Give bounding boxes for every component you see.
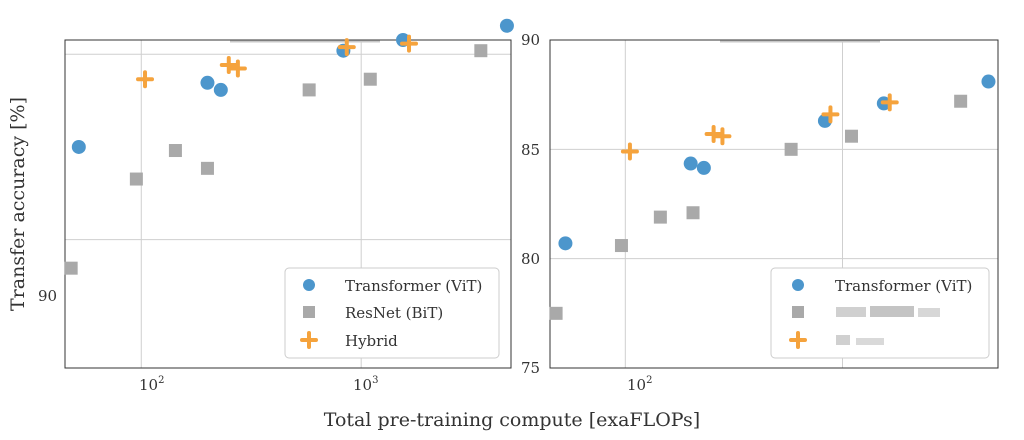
right-point-plus-4	[880, 93, 899, 112]
right-legend-blurred-label-hybrid	[836, 335, 884, 345]
left-point-plus-3	[337, 38, 356, 57]
x-axis-label: Total pre-training compute [exaFLOPs]	[324, 409, 700, 431]
right-point-circle-2	[696, 160, 711, 175]
right-legend-blurred-label-bit	[836, 306, 940, 317]
left-point-square-3	[200, 161, 214, 175]
legend-label-hybrid: Hybrid	[345, 332, 398, 350]
left-point-plus-4	[400, 34, 419, 53]
left-point-square-5	[363, 72, 377, 86]
right-point-square-6	[954, 94, 968, 108]
left-plot-marks	[64, 18, 514, 275]
right-legend-marker-bit	[792, 306, 804, 318]
legend-marker-hybrid	[300, 331, 318, 349]
left-point-circle-5	[499, 18, 514, 33]
left-point-square-0	[64, 261, 78, 275]
left-legend: Transformer (ViT) ResNet (BiT) Hybrid	[284, 267, 500, 359]
right-point-circle-1	[683, 156, 698, 171]
left-ytick-90: 90	[38, 287, 57, 305]
right-point-square-3	[686, 206, 700, 220]
right-point-square-0	[549, 306, 563, 320]
right-point-circle-3	[817, 113, 832, 128]
right-legend: Transformer (ViT)	[770, 267, 990, 359]
right-plot-frame	[549, 39, 999, 369]
left-point-plus-2	[228, 59, 247, 78]
right-point-square-1	[614, 239, 628, 253]
left-xtick-100: 102	[139, 375, 164, 394]
right-point-plus-0	[620, 142, 639, 161]
right-point-square-4	[784, 142, 798, 156]
right-plot-marks	[549, 74, 996, 320]
right-point-square-2	[653, 210, 667, 224]
left-legend-box	[284, 267, 500, 359]
left-point-circle-2	[213, 82, 228, 97]
left-xtick-1000: 103	[353, 375, 378, 394]
right-legend-label-vit: Transformer (ViT)	[835, 277, 972, 295]
left-point-square-6	[474, 44, 488, 58]
y-axis-label: Transfer accuracy [%]	[7, 97, 29, 311]
right-point-plus-1	[704, 125, 723, 144]
left-point-circle-1	[200, 75, 215, 90]
right-ytick-90: 90	[521, 31, 540, 49]
legend-marker-bit	[303, 306, 315, 318]
right-ytick-80: 80	[521, 250, 540, 268]
right-point-plus-2	[713, 127, 732, 146]
right-legend-marker-hybrid	[789, 331, 807, 349]
legend-label-vit: Transformer (ViT)	[345, 277, 482, 295]
right-point-circle-5	[981, 74, 996, 89]
left-panel: 90 102 103 Transfer accuracy [%] Transfo…	[7, 18, 514, 394]
left-point-square-4	[302, 83, 316, 97]
right-panel: 90 85 80 75 102 Transformer (ViT)	[521, 31, 999, 394]
right-point-plus-3	[821, 105, 840, 124]
right-legend-marker-vit	[792, 279, 804, 291]
left-point-circle-0	[71, 139, 86, 154]
right-point-square-5	[844, 129, 858, 143]
right-xtick-100: 102	[627, 375, 652, 394]
right-ytick-85: 85	[521, 141, 540, 159]
right-ytick-75: 75	[521, 359, 540, 377]
left-plot-frame	[64, 39, 512, 369]
left-point-plus-1	[219, 55, 238, 74]
left-point-square-1	[129, 172, 143, 186]
left-point-square-2	[168, 144, 182, 158]
left-point-plus-0	[136, 70, 155, 89]
right-point-circle-0	[558, 236, 573, 251]
legend-marker-vit	[303, 279, 315, 291]
legend-label-bit: ResNet (BiT)	[345, 304, 443, 322]
